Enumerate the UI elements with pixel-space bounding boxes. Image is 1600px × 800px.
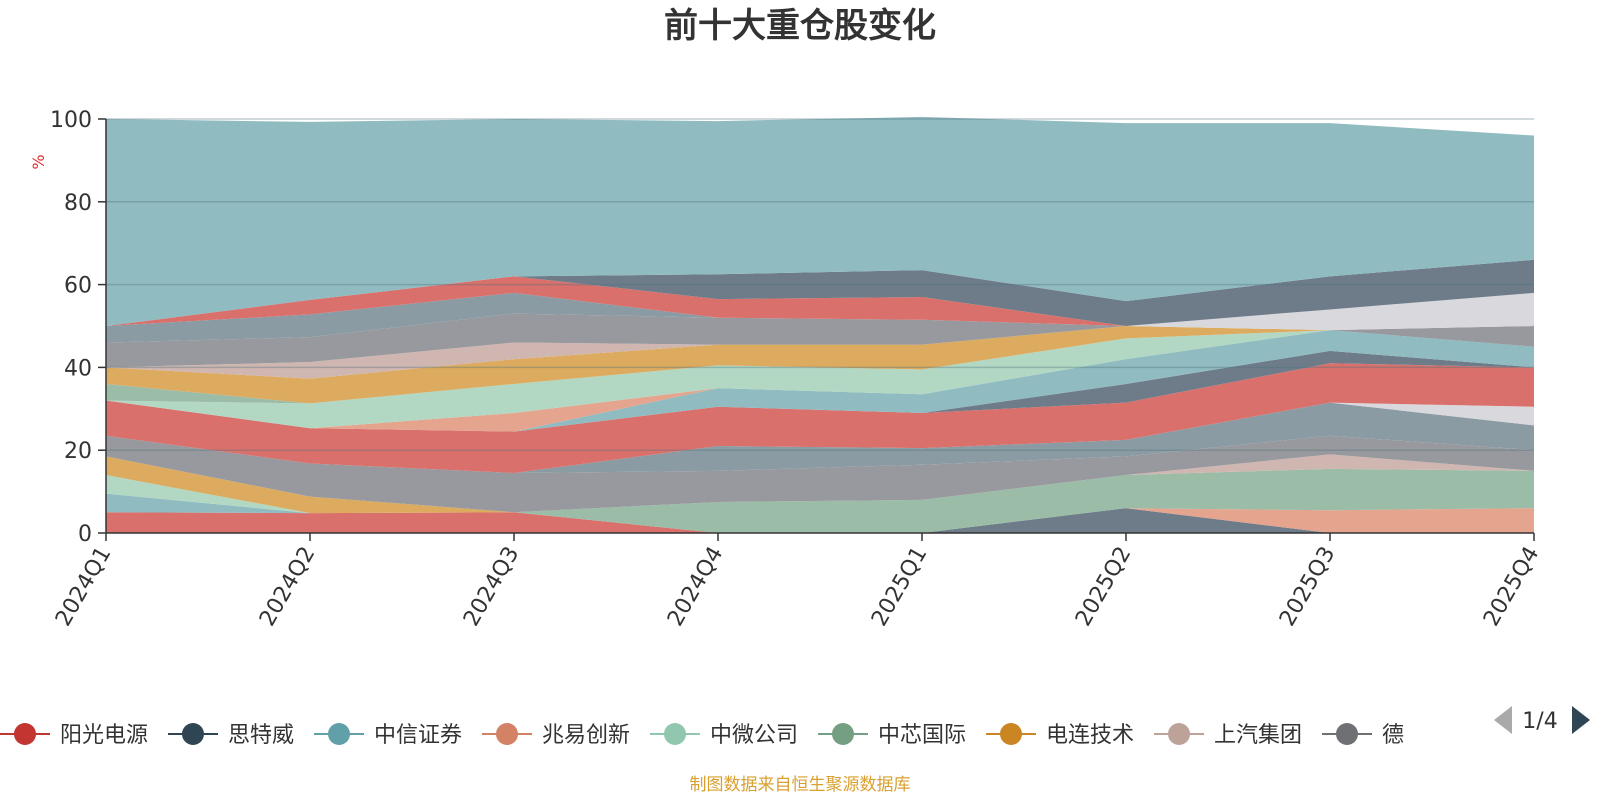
legend-item[interactable]: 上汽集团: [1154, 723, 1302, 748]
area-layer-21: [106, 292, 1534, 331]
y-tick-label: 20: [64, 439, 92, 464]
legend-marker-icon: [182, 723, 204, 745]
y-tick-label: 80: [64, 191, 92, 216]
legend-marker-icon: [1168, 723, 1190, 745]
legend-label: 兆易创新: [542, 723, 630, 748]
x-tick-label: 2024Q3: [459, 543, 524, 631]
legend-label: 中芯国际: [878, 723, 966, 748]
legend-marker-icon: [14, 723, 36, 745]
area-layer-11: [106, 363, 1534, 473]
legend-item[interactable]: 阳光电源: [0, 723, 148, 748]
legend-label: 思特威: [228, 723, 294, 748]
legend-label: 中信证券: [374, 723, 462, 748]
legend-marker-icon: [664, 723, 686, 745]
legend-marker-icon: [1336, 723, 1358, 745]
legend-items: 阳光电源 思特威 中信证券 兆易创新 中微公司 中芯国际 电连技术 上汽集团 德: [0, 723, 1404, 748]
legend-label: 德: [1382, 723, 1404, 748]
legend-item[interactable]: 电连技术: [986, 723, 1134, 748]
y-tick-label: 40: [64, 356, 92, 381]
legend-marker-icon: [496, 723, 518, 745]
area-layer-24: [106, 116, 1534, 327]
stacked-area-layers: [106, 116, 1534, 533]
legend-pager: 1/4: [1494, 706, 1590, 734]
legend-next-page-icon[interactable]: [1572, 706, 1590, 734]
y-tick-label: 100: [50, 108, 92, 133]
x-tick-label: 2025Q3: [1275, 543, 1340, 631]
area-layer-8: [106, 435, 1534, 513]
area-layer-22: [106, 276, 1534, 326]
legend-item[interactable]: 中芯国际: [818, 723, 966, 748]
x-tick-label: 2025Q2: [1071, 543, 1136, 631]
x-tick-label: 2024Q2: [255, 543, 320, 631]
y-tick-label: 0: [78, 522, 92, 547]
legend-item[interactable]: 中微公司: [650, 723, 798, 748]
x-tick-label: 2024Q4: [663, 543, 728, 631]
area-layer-7: [106, 454, 1534, 513]
x-tick-label: 2024Q1: [51, 543, 116, 631]
area-layer-13: [106, 330, 1534, 432]
legend-label: 电连技术: [1046, 723, 1134, 748]
area-layer-2: [106, 508, 1534, 533]
data-source-note: 制图数据来自恒生聚源数据库: [690, 775, 911, 795]
area-layer-23: [106, 259, 1534, 326]
chart-title: 前十大重仓股变化: [664, 6, 936, 46]
legend-marker-icon: [1000, 723, 1022, 745]
legend-page-indicator: 1/4: [1522, 709, 1557, 734]
x-tick-label: 2025Q1: [867, 543, 932, 631]
legend-label: 阳光电源: [60, 723, 148, 748]
legend-item[interactable]: 兆易创新: [482, 723, 630, 748]
area-layer-18: [106, 326, 1534, 379]
legend-item[interactable]: 中信证券: [314, 723, 462, 748]
legend-marker-icon: [328, 723, 350, 745]
legend: 阳光电源 思特威 中信证券 兆易创新 中微公司 中芯国际 电连技术 上汽集团 德: [0, 723, 1404, 748]
legend-marker-icon: [832, 723, 854, 745]
y-axis-unit-label: %: [29, 154, 48, 169]
grid-lines: [106, 118, 1534, 451]
area-layer-9: [106, 402, 1534, 473]
y-tick-label: 60: [64, 274, 92, 299]
area-layer-5: [106, 468, 1534, 533]
legend-label: 上汽集团: [1214, 723, 1302, 748]
area-layer-15: [106, 330, 1534, 429]
area-layer-20: [106, 292, 1534, 343]
legend-item[interactable]: 德: [1322, 723, 1404, 748]
area-layer-12: [106, 350, 1534, 432]
area-layer-1: [106, 508, 1534, 533]
legend-item[interactable]: 思特威: [168, 723, 294, 748]
area-layer-17: [106, 326, 1534, 404]
legend-prev-page-icon[interactable]: [1494, 706, 1512, 734]
legend-label: 中微公司: [710, 723, 798, 748]
area-layer-19: [106, 313, 1534, 368]
area-layer-0: [106, 512, 1534, 533]
x-tick-label: 2025Q4: [1479, 543, 1544, 631]
